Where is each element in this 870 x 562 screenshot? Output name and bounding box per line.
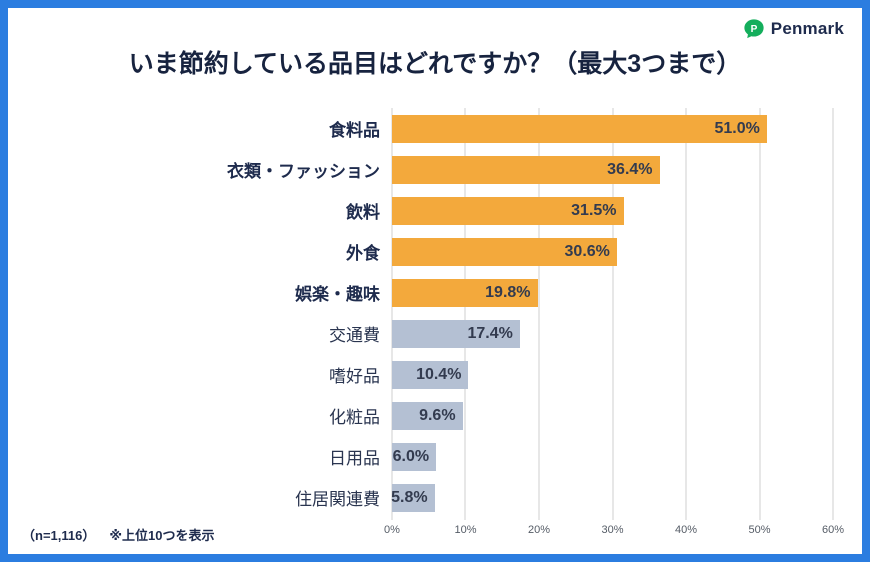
- bar: 36.4%: [392, 155, 660, 184]
- bar-row: 嗜好品 10.4%: [132, 354, 833, 395]
- svg-text:P: P: [750, 24, 757, 35]
- bar-row: 食料品 51.0%: [132, 108, 833, 149]
- bar-track: 17.4%: [392, 319, 833, 348]
- category-label: 食料品: [329, 121, 380, 140]
- bar: 19.8%: [392, 278, 538, 307]
- x-tick-label: 40%: [674, 524, 697, 536]
- sample-size-label: （n=1,116）: [22, 528, 96, 543]
- gridline: [685, 108, 687, 520]
- footnote: （n=1,116） ※上位10つを表示: [22, 525, 214, 544]
- bar-row: 衣類・ファッション 36.4%: [132, 149, 833, 190]
- bar-track: 10.4%: [392, 360, 833, 389]
- category-label: 住居関連費: [295, 490, 380, 509]
- gridline: [612, 108, 613, 520]
- bar-track: 19.8%: [392, 278, 833, 307]
- top10-note: ※上位10つを表示: [109, 528, 215, 543]
- x-axis: 0% 10% 20% 30% 40% 50% 60%: [384, 524, 844, 540]
- bar: 9.6%: [392, 401, 463, 430]
- x-tick-label: 30%: [601, 524, 624, 536]
- bar: 51.0%: [392, 114, 767, 143]
- bar: 10.4%: [392, 360, 469, 389]
- bar-row: 飲料 31.5%: [132, 190, 833, 231]
- category-label: 嗜好品: [329, 367, 380, 386]
- x-tick-label: 50%: [748, 524, 771, 536]
- category-label: 外食: [346, 244, 380, 263]
- bar-track: 31.5%: [392, 196, 833, 225]
- bar-track: 36.4%: [392, 155, 833, 184]
- bar-row: 住居関連費 5.8%: [132, 477, 833, 518]
- value-label: 9.6%: [419, 406, 456, 424]
- bar-chart: 食料品 51.0% 衣類・ファッション 36.4% 飲料 31.5% 外食 30.6% 娯楽・趣…: [132, 108, 844, 536]
- category-label: 交通費: [329, 326, 380, 345]
- x-tick-label: 10%: [454, 524, 477, 536]
- bar-track: 30.6%: [392, 237, 833, 266]
- category-label: 衣類・ファッション: [227, 162, 380, 181]
- value-label: 19.8%: [485, 283, 531, 301]
- bar-rows: 食料品 51.0% 衣類・ファッション 36.4% 飲料 31.5% 外食 30.6% 娯楽・趣…: [132, 108, 833, 518]
- value-label: 36.4%: [607, 160, 653, 178]
- category-label: 娯楽・趣味: [295, 285, 380, 304]
- bar-row: 外食 30.6%: [132, 231, 833, 272]
- bar-row: 娯楽・趣味 19.8%: [132, 272, 833, 313]
- penmark-logo: P Penmark: [743, 18, 844, 40]
- gridlines: [391, 108, 834, 520]
- value-label: 10.4%: [416, 365, 462, 383]
- x-tick-label: 0%: [384, 524, 400, 536]
- category-label: 飲料: [346, 203, 380, 222]
- bar: 31.5%: [392, 196, 624, 225]
- value-label: 6.0%: [392, 447, 430, 465]
- bar: 30.6%: [392, 237, 617, 266]
- gridline: [464, 108, 466, 520]
- bar: 17.4%: [392, 319, 520, 348]
- x-tick-label: 60%: [821, 524, 845, 536]
- chart-title: いま節約している品目はどれですか？（最大3つまで）: [128, 50, 742, 78]
- value-label: 5.8%: [391, 488, 428, 506]
- bar-track: 9.6%: [392, 401, 833, 430]
- gridline: [759, 108, 760, 520]
- bar-track: 6.0%: [392, 442, 833, 471]
- bar-row: 交通費 17.4%: [132, 313, 833, 354]
- gridline: [391, 108, 393, 520]
- category-label: 化粧品: [329, 408, 380, 427]
- value-label: 30.6%: [564, 242, 610, 260]
- penmark-logo-icon: P: [744, 19, 764, 39]
- bar-track: 51.0%: [392, 114, 833, 143]
- value-label: 51.0%: [714, 119, 760, 137]
- bar-track: 5.8%: [391, 483, 833, 512]
- gridline: [538, 108, 540, 520]
- gridline: [832, 108, 834, 520]
- bar-row: 日用品 6.0%: [132, 436, 833, 477]
- penmark-logo-text: Penmark: [770, 19, 844, 38]
- category-label: 日用品: [329, 449, 380, 468]
- x-tick-label: 20%: [527, 524, 550, 536]
- bar-row: 化粧品 9.6%: [132, 395, 833, 436]
- value-label: 31.5%: [571, 201, 617, 219]
- bar: 6.0%: [392, 442, 437, 471]
- bar: 5.8%: [391, 483, 435, 512]
- value-label: 17.4%: [467, 324, 513, 342]
